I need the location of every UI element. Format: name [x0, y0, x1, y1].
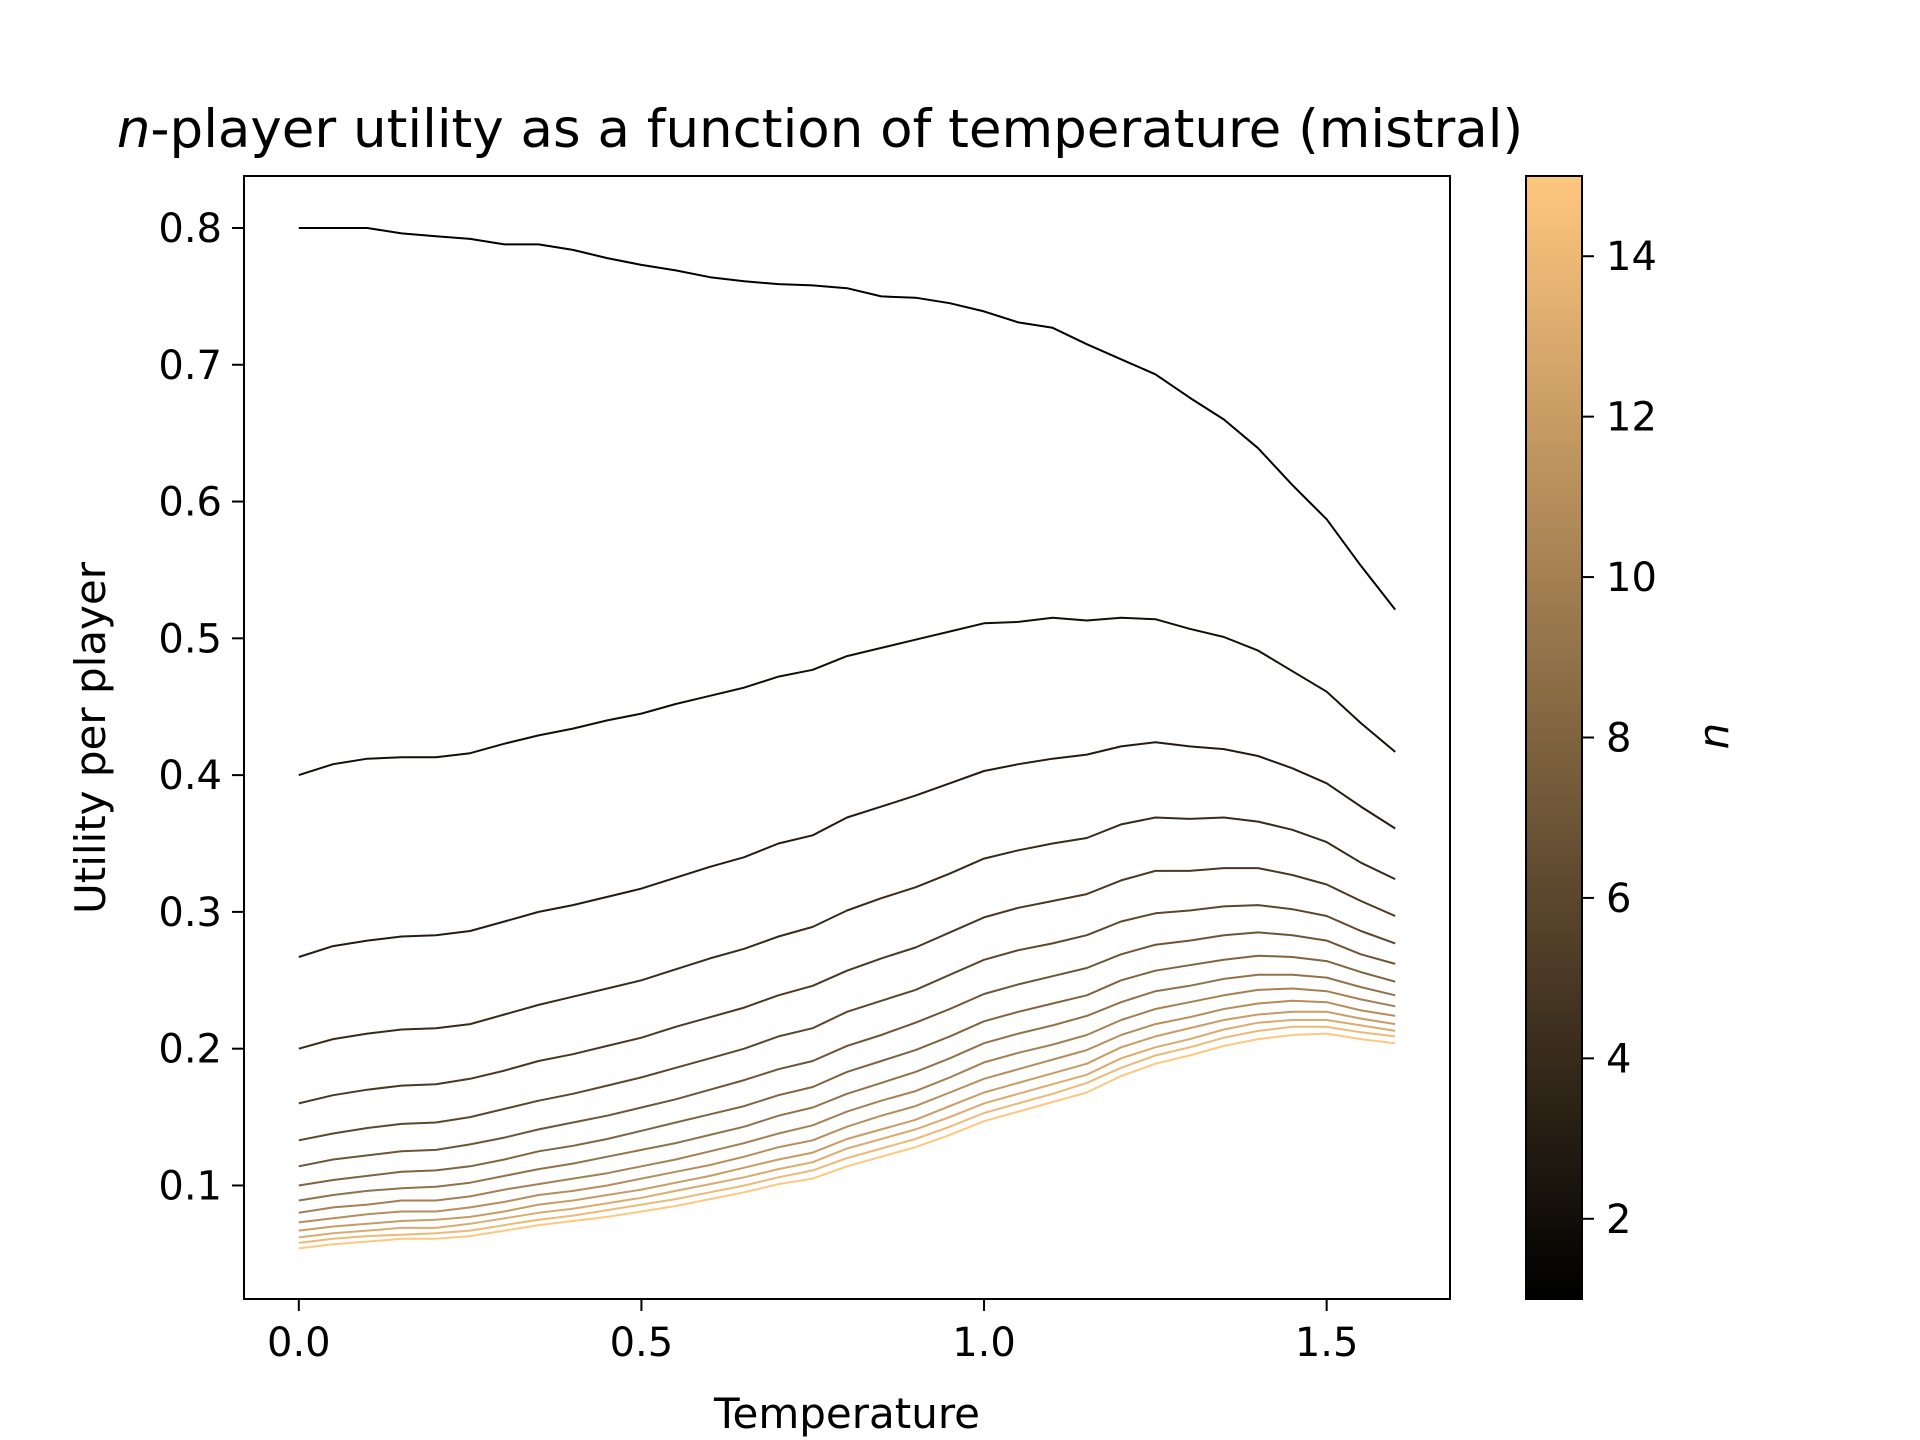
x-axis-ticks: 0.0 0.5 1.0 1.5	[267, 1299, 1358, 1366]
series-line-n11	[298, 999, 1396, 1224]
y-tick-label: 0.4	[158, 753, 222, 799]
colorbar-tick-label: 8	[1606, 716, 1631, 762]
colorbar-label: n	[1689, 723, 1738, 750]
y-tick-label: 0.2	[158, 1027, 222, 1073]
plot-lines	[298, 227, 1396, 1250]
series-line-n12	[298, 1010, 1396, 1232]
y-tick-label: 0.6	[158, 480, 222, 526]
x-axis-label: Temperature	[713, 1389, 980, 1438]
y-tick-label: 0.8	[158, 206, 222, 252]
chart-title-rest: -player utility as a function of tempera…	[150, 99, 1523, 160]
series-line-n15	[298, 1032, 1396, 1250]
series-line-n1	[298, 227, 1396, 611]
series-line-n13	[298, 1019, 1396, 1239]
y-axis-label: Utility per player	[66, 561, 115, 914]
colorbar-tick-label: 6	[1606, 876, 1631, 922]
series-line-n14	[298, 1025, 1396, 1244]
series-line-n7	[298, 931, 1396, 1168]
series-line-n5	[298, 867, 1396, 1105]
series-line-n9	[298, 973, 1396, 1202]
series-line-n6	[298, 904, 1396, 1142]
chart-title-italic: n	[117, 99, 151, 160]
series-line-n8	[298, 954, 1396, 1187]
series-line-n10	[298, 987, 1396, 1214]
x-tick-label: 0.5	[610, 1320, 674, 1366]
colorbar-tick-label: 4	[1606, 1036, 1631, 1082]
colorbar-tick-label: 10	[1606, 555, 1657, 601]
colorbar-tick-label: 2	[1606, 1197, 1631, 1243]
y-tick-label: 0.5	[158, 616, 222, 662]
y-tick-label: 0.1	[158, 1163, 222, 1209]
colorbar-tick-label: 12	[1606, 395, 1657, 441]
y-tick-label: 0.7	[158, 343, 222, 389]
y-tick-label: 0.3	[158, 890, 222, 936]
chart-title: n-player utility as a function of temper…	[117, 99, 1523, 160]
x-tick-label: 1.5	[1295, 1320, 1359, 1366]
colorbar-ticks: 2 4 6 8 10 12 14	[1582, 234, 1657, 1243]
series-line-n4	[298, 816, 1396, 1050]
series-line-n3	[298, 741, 1396, 958]
axes-frame	[243, 175, 1451, 1300]
x-tick-label: 1.0	[952, 1320, 1016, 1366]
colorbar-tick-label: 14	[1606, 234, 1657, 280]
colorbar	[1525, 175, 1583, 1300]
x-tick-label: 0.0	[267, 1320, 331, 1366]
series-line-n2	[298, 616, 1396, 777]
y-axis-ticks: 0.1 0.2 0.3 0.4 0.5 0.6 0.7 0.8	[158, 206, 244, 1209]
